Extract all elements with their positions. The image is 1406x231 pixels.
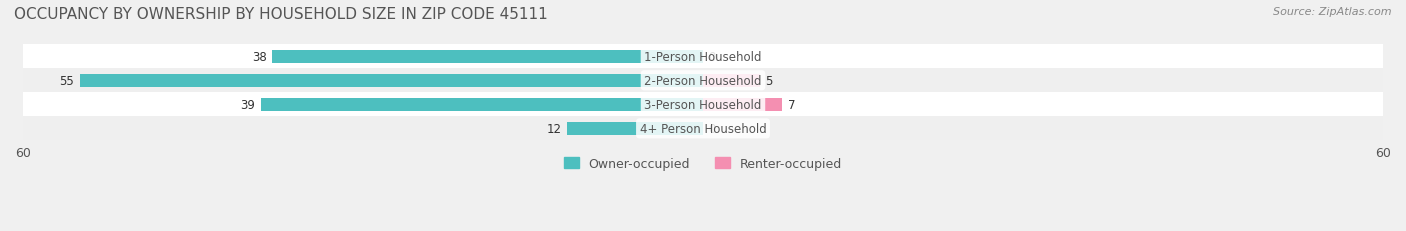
Text: 0: 0: [709, 122, 716, 135]
Bar: [567, 122, 703, 135]
Text: 3-Person Household: 3-Person Household: [644, 98, 762, 111]
Bar: [273, 50, 703, 64]
Text: 2-Person Household: 2-Person Household: [644, 74, 762, 87]
Text: 0: 0: [709, 51, 716, 64]
Text: 1-Person Household: 1-Person Household: [644, 51, 762, 64]
Bar: [22, 117, 1384, 141]
Text: 38: 38: [252, 51, 267, 64]
Bar: [262, 98, 703, 111]
Text: 12: 12: [547, 122, 561, 135]
Text: 7: 7: [787, 98, 796, 111]
Legend: Owner-occupied, Renter-occupied: Owner-occupied, Renter-occupied: [558, 152, 848, 175]
Bar: [22, 93, 1384, 117]
Text: 5: 5: [765, 74, 773, 87]
Text: OCCUPANCY BY OWNERSHIP BY HOUSEHOLD SIZE IN ZIP CODE 45111: OCCUPANCY BY OWNERSHIP BY HOUSEHOLD SIZE…: [14, 7, 548, 22]
Text: 39: 39: [240, 98, 256, 111]
Bar: [22, 45, 1384, 69]
Bar: [703, 74, 759, 88]
Bar: [80, 74, 703, 88]
Text: Source: ZipAtlas.com: Source: ZipAtlas.com: [1274, 7, 1392, 17]
Bar: [703, 98, 782, 111]
Bar: [22, 69, 1384, 93]
Text: 55: 55: [59, 74, 75, 87]
Text: 4+ Person Household: 4+ Person Household: [640, 122, 766, 135]
